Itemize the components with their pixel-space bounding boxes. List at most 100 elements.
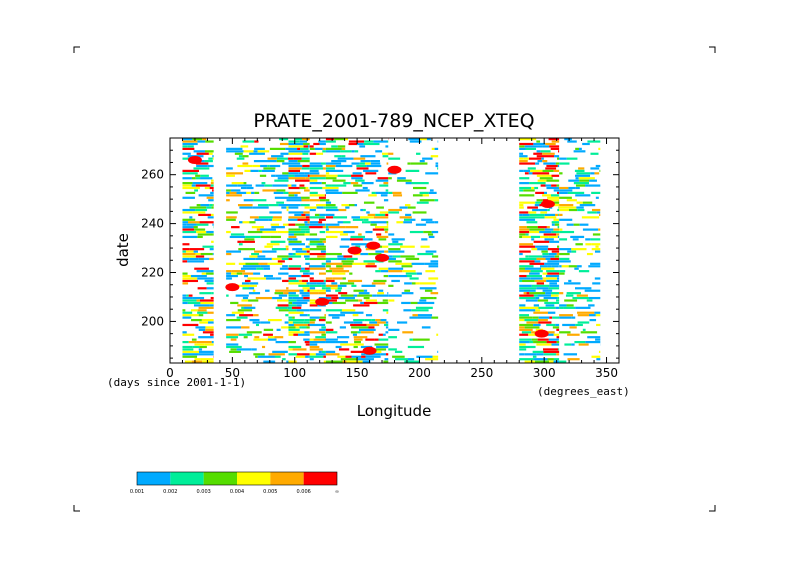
heatmap-cell xyxy=(308,221,310,223)
heatmap-cell xyxy=(293,321,304,323)
heatmap-cell xyxy=(363,170,378,172)
heatmap-cell xyxy=(545,216,557,218)
heatmap-cell xyxy=(288,175,294,177)
heatmap-cell xyxy=(193,211,206,213)
heatmap-cell xyxy=(581,331,597,333)
heatmap-cell xyxy=(206,231,213,233)
heatmap-cell xyxy=(537,248,548,250)
heatmap-cell xyxy=(351,243,363,245)
heatmap-cell xyxy=(519,253,522,255)
heatmap-cell xyxy=(338,158,354,160)
heatmap-cell xyxy=(598,148,600,150)
heatmap-cell xyxy=(338,145,345,147)
heatmap-cell xyxy=(195,175,200,177)
heatmap-cell xyxy=(353,295,357,297)
heatmap-cell xyxy=(182,145,187,147)
heatmap-cell xyxy=(288,299,296,301)
heatmap-cell xyxy=(226,273,231,275)
heatmap-cell xyxy=(243,297,248,299)
heatmap-cell xyxy=(299,280,302,282)
heatmap-cell xyxy=(353,172,362,174)
heatmap-cell xyxy=(388,233,394,235)
heatmap-cell xyxy=(309,356,310,358)
heatmap-cell xyxy=(332,277,342,279)
heatmap-cell xyxy=(326,260,331,262)
heatmap-cell xyxy=(338,175,351,177)
heatmap-cell xyxy=(325,255,326,257)
heatmap-cell xyxy=(288,238,292,240)
heatmap-cell xyxy=(235,153,243,155)
heatmap-cell xyxy=(536,343,551,345)
heatmap-cell xyxy=(213,158,214,160)
heatmap-cell xyxy=(211,241,214,243)
heatmap-cell xyxy=(308,324,310,326)
heatmap-cell xyxy=(292,297,303,299)
heatmap-cell xyxy=(182,248,189,250)
heatmap-cell xyxy=(353,314,359,316)
heatmap-cell xyxy=(358,358,374,360)
legend-tick-label: 0.002 xyxy=(163,489,177,495)
heatmap-cell xyxy=(288,304,296,306)
heatmap-cell xyxy=(307,282,310,284)
heatmap-cell xyxy=(549,339,559,341)
heatmap-cell xyxy=(404,290,410,292)
heatmap-cell xyxy=(264,184,272,186)
heatmap-cell xyxy=(577,295,588,297)
heatmap-cell xyxy=(260,165,267,167)
heatmap-cell xyxy=(326,148,342,150)
heatmap-cell xyxy=(189,341,196,343)
heatmap-cell xyxy=(276,202,284,204)
heatmap-cell xyxy=(420,287,437,289)
heatmap-cell xyxy=(546,280,559,282)
heatmap-cell xyxy=(341,204,348,206)
heatmap-cell xyxy=(384,251,388,253)
heatmap-cell xyxy=(324,314,325,316)
heatmap-cell xyxy=(559,228,562,230)
heatmap-cell xyxy=(264,329,273,331)
heatmap-cell xyxy=(259,216,273,218)
heatmap-cell xyxy=(310,233,317,235)
heatmap-cell xyxy=(558,165,559,167)
heatmap-cell xyxy=(522,236,531,238)
heatmap-cell xyxy=(298,285,309,287)
heatmap-cell xyxy=(207,312,213,314)
heatmap-cell xyxy=(537,160,542,162)
heatmap-cell xyxy=(211,180,214,182)
heatmap-cell xyxy=(531,248,537,250)
heatmap-cell xyxy=(397,321,407,323)
heatmap-cell xyxy=(589,314,596,316)
heatmap-cell xyxy=(226,172,243,174)
heatmap-cell xyxy=(524,319,538,321)
heatmap-cell xyxy=(541,158,544,160)
heatmap-cell xyxy=(318,292,326,294)
heatmap-cell xyxy=(230,236,246,238)
heatmap-cell xyxy=(260,175,266,177)
heatmap-cell xyxy=(304,321,310,323)
heatmap-cell xyxy=(325,319,326,321)
heatmap-cell xyxy=(209,258,213,260)
heatmap-cell xyxy=(307,251,310,253)
heatmap-cell xyxy=(587,336,600,338)
heatmap-cell xyxy=(208,150,214,152)
heatmap-cell xyxy=(192,184,196,186)
heatmap-cell xyxy=(576,172,590,174)
heatmap-cell xyxy=(315,336,326,338)
heatmap-cell xyxy=(551,194,559,196)
heatmap-cell xyxy=(310,353,316,355)
heatmap-cell xyxy=(558,226,560,228)
heatmap-cell xyxy=(326,231,343,233)
heatmap-cell xyxy=(244,307,255,309)
heatmap-cell xyxy=(205,329,213,331)
heatmap-cell xyxy=(256,324,259,326)
heatmap-cell xyxy=(288,348,292,350)
heatmap-cell xyxy=(384,228,388,230)
heatmap-cell xyxy=(194,189,198,191)
heatmap-cell xyxy=(182,309,185,311)
heatmap-cell xyxy=(346,226,359,228)
heatmap-cell xyxy=(305,206,310,208)
heatmap-cell xyxy=(425,358,438,360)
heatmap-cell xyxy=(357,295,372,297)
heatmap-cell xyxy=(197,299,200,301)
heatmap-cell xyxy=(429,192,437,194)
